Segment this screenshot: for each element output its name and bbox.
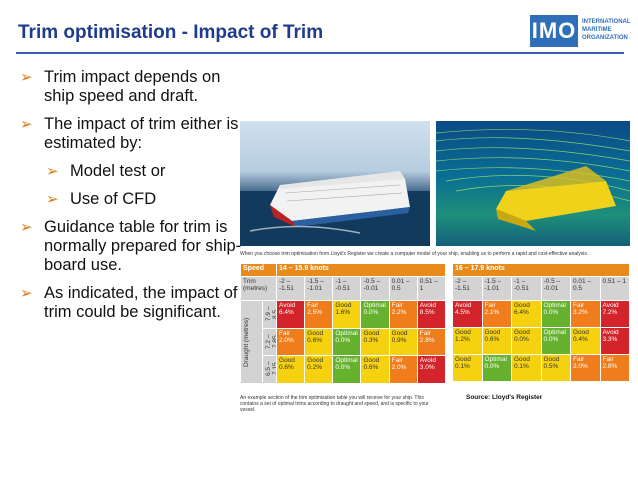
trim-optimisation-table: Speed 14 – 15.9 knots Trim (metres) -2 – -1… <box>239 263 630 391</box>
cfd-render <box>436 121 630 246</box>
arrow-bullet-icon: ➢ <box>20 285 33 302</box>
bullet-text: Model test or <box>70 162 166 180</box>
bullet-item: ➢ Model test or <box>20 162 242 181</box>
trim-rating-cell: Good 0.0% <box>511 327 542 355</box>
figure-caption-bottom: An example section of the trim optimisat… <box>240 395 429 413</box>
trim-rating-cell: Fair 2.2% <box>388 300 418 329</box>
arrow-bullet-icon: ➢ <box>20 219 33 236</box>
trim-table-block1: Speed 14 – 15.9 knots Trim (metres) -2 – -1… <box>239 263 447 384</box>
trim-table-block2: 16 – 17.9 knots -2 – -1.51 -1.5 – -1.01 -1 … <box>452 263 630 382</box>
trim-rating-cell: Fair 2.0% <box>570 354 601 382</box>
trim-rating-cell: Fair 2.0% <box>388 355 418 384</box>
imo-logo: IMO INTERNATIONAL MARITIME ORGANIZATION <box>530 15 631 51</box>
title-underline <box>16 52 624 54</box>
draught-range: 6.5 – 7.15 <box>261 355 278 384</box>
arrow-bullet-icon: ➢ <box>46 163 59 180</box>
trim-rating-cell: Optimal 0.0% <box>332 355 362 384</box>
trim-range-header: -2 – -1.51 <box>452 276 483 301</box>
bullet-text: Use of CFD <box>70 190 157 208</box>
arrow-bullet-icon: ➢ <box>46 191 59 208</box>
trim-rating-cell: Good 0.9% <box>388 327 418 357</box>
trim-range-header: -1 – -0.51 <box>511 276 542 301</box>
trim-range-header: -1.5 – -1.01 <box>304 276 334 301</box>
trim-range-header: 0.51 – 1 <box>599 276 630 301</box>
trim-rating-cell: Optimal 0.0% <box>332 327 362 357</box>
trim-rating-cell: Good 1.2% <box>452 327 483 355</box>
trim-rating-cell: Avoid 4.5% <box>452 300 483 328</box>
speed-range-header: 14 – 15.9 knots <box>276 263 446 277</box>
bullet-text: Trim impact depends on ship speed and dr… <box>44 68 221 105</box>
trim-rating-cell: Good 0.4% <box>570 327 601 355</box>
trim-range-header: 0.01 – 0.5 <box>388 276 418 301</box>
trim-rating-cell: Good 0.2% <box>304 355 334 384</box>
trim-rating-cell: Good 0.5% <box>540 354 571 382</box>
trim-range-header: 0.01 – 0.5 <box>570 276 601 301</box>
bullet-item: ➢ Guidance table for trim is normally pre… <box>20 218 242 275</box>
arrow-bullet-icon: ➢ <box>20 69 33 86</box>
trim-rating-cell: Good 0.6% <box>360 355 390 384</box>
slide-title: Trim optimisation - Impact of Trim <box>18 22 324 43</box>
draught-range: 7.2 – 7.85 <box>261 327 278 357</box>
trim-rating-cell: Avoid 3.0% <box>416 355 447 384</box>
speed-range-header: 16 – 17.9 knots <box>452 263 630 277</box>
imo-logo-mark: IMO <box>530 15 578 47</box>
trim-rating-cell: Good 0.1% <box>452 354 483 382</box>
trim-label: Trim (metres) <box>239 276 278 301</box>
trim-rating-cell: Fair 3.2% <box>570 300 601 328</box>
trim-rating-cell: Good 1.6% <box>332 300 362 329</box>
trim-rating-cell: Good 0.6% <box>304 327 334 357</box>
trim-rating-cell: Optimal 0.0% <box>360 300 390 329</box>
trim-range-header: -2 – -1.51 <box>276 276 306 301</box>
draught-range: 7.9 – 8.5 <box>261 300 278 329</box>
trim-rating-cell: Good 0.6% <box>276 355 306 384</box>
trim-rating-cell: Fair 2.5% <box>304 300 334 329</box>
trim-range-header: -0.5 – -0.01 <box>360 276 390 301</box>
trim-rating-cell: Avoid 7.2% <box>599 300 630 328</box>
source-note: Source: Lloyd's Register <box>466 394 543 401</box>
ship-photo <box>240 121 430 246</box>
draught-label: Draught (metres) <box>240 300 263 384</box>
trim-rating-cell: Avoid 8.5% <box>416 300 447 329</box>
speed-label: Speed <box>239 263 278 277</box>
bullet-item: ➢ The impact of trim either is estimated … <box>20 115 242 153</box>
bullet-item: ➢ Trim impact depends on ship speed and d… <box>20 68 242 106</box>
trim-range-header: -1.5 – -1.01 <box>481 276 512 301</box>
trim-range-header: -1 – -0.51 <box>332 276 362 301</box>
trim-rating-cell: Avoid 3.3% <box>599 327 630 355</box>
trim-rating-cell: Good 6.4% <box>511 300 542 328</box>
trim-rating-cell: Optimal 0.0% <box>540 300 571 328</box>
trim-rating-cell: Good 0.6% <box>481 327 512 355</box>
trim-rating-cell: Fair 2.1% <box>481 300 512 328</box>
trim-rating-cell: Fair 2.8% <box>416 327 447 357</box>
bullet-list: ➢ Trim impact depends on ship speed and d… <box>20 68 242 331</box>
bullet-text: As indicated, the impact of trim could b… <box>44 284 238 321</box>
trim-rating-cell: Good 0.1% <box>511 354 542 382</box>
bullet-text: Guidance table for trim is normally prep… <box>44 218 242 274</box>
trim-rating-cell: Optimal 0.0% <box>540 327 571 355</box>
trim-rating-cell: Good 0.3% <box>360 327 390 357</box>
bullet-item: ➢ Use of CFD <box>20 190 242 209</box>
arrow-bullet-icon: ➢ <box>20 116 33 133</box>
trim-rating-cell: Fair 2.0% <box>276 327 306 357</box>
trim-rating-cell: Optimal 0.0% <box>481 354 512 382</box>
figure-caption-top: When you choose trim optimisation from L… <box>240 251 589 257</box>
trim-range-header: -0.5 – -0.01 <box>540 276 571 301</box>
bullet-item: ➢ As indicated, the impact of trim could … <box>20 284 242 322</box>
bullet-text: The impact of trim either is estimated b… <box>44 115 239 152</box>
imo-logo-text: INTERNATIONAL MARITIME ORGANIZATION <box>582 19 631 41</box>
trim-rating-cell: Avoid 6.4% <box>276 300 306 329</box>
trim-range-header: 0.51 – 1 <box>416 276 447 301</box>
trim-rating-cell: Fair 2.8% <box>599 354 630 382</box>
